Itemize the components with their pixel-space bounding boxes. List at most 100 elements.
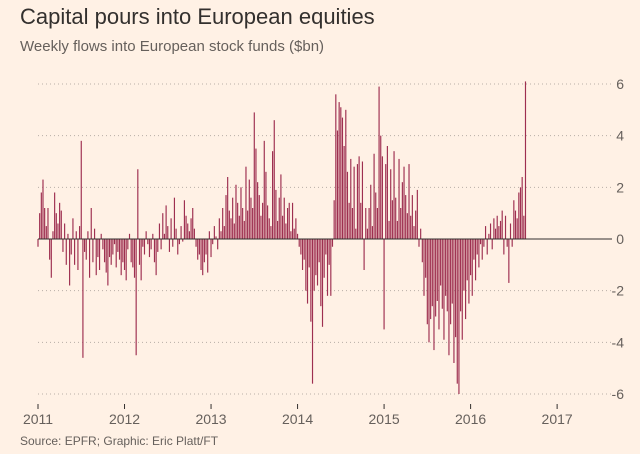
bar bbox=[508, 239, 510, 283]
bar bbox=[242, 208, 244, 239]
bar bbox=[72, 218, 74, 239]
bar bbox=[203, 239, 205, 263]
bar bbox=[65, 239, 67, 265]
bar bbox=[215, 236, 217, 239]
bar bbox=[286, 208, 289, 239]
bar bbox=[440, 239, 442, 286]
bar bbox=[353, 166, 355, 239]
bar bbox=[300, 239, 302, 255]
bar bbox=[190, 218, 192, 239]
x-tick-label: 2011 bbox=[23, 411, 53, 427]
bar bbox=[222, 208, 224, 239]
bar bbox=[39, 213, 41, 239]
bar bbox=[306, 239, 309, 304]
bar bbox=[47, 208, 49, 239]
bar bbox=[70, 239, 72, 255]
bar bbox=[120, 239, 122, 276]
bar bbox=[247, 210, 249, 239]
bar bbox=[401, 182, 403, 239]
bar bbox=[310, 239, 312, 322]
bar bbox=[426, 239, 428, 325]
bar bbox=[280, 174, 282, 239]
bar bbox=[252, 208, 254, 239]
bar bbox=[421, 239, 423, 263]
bar bbox=[428, 239, 430, 343]
bar bbox=[182, 239, 184, 242]
bar bbox=[112, 239, 114, 255]
bar bbox=[438, 239, 440, 330]
bar bbox=[263, 140, 265, 239]
bar bbox=[405, 195, 407, 239]
bar bbox=[499, 220, 502, 239]
bar bbox=[132, 239, 134, 268]
bar bbox=[79, 226, 81, 239]
bar bbox=[150, 239, 152, 250]
bar bbox=[248, 179, 250, 239]
bar bbox=[74, 239, 76, 265]
bar bbox=[318, 239, 320, 263]
bar bbox=[483, 239, 485, 247]
bar bbox=[97, 239, 99, 258]
bar bbox=[391, 200, 393, 239]
bar bbox=[207, 239, 209, 273]
bar bbox=[396, 220, 398, 239]
bar bbox=[92, 239, 94, 263]
bar bbox=[345, 109, 347, 239]
bar bbox=[237, 202, 239, 239]
x-tick-label: 2015 bbox=[369, 411, 400, 427]
bar bbox=[321, 239, 324, 327]
bar bbox=[260, 215, 262, 239]
bar bbox=[308, 239, 310, 268]
bar bbox=[162, 213, 164, 239]
bar bbox=[340, 107, 342, 239]
bar bbox=[466, 239, 468, 281]
bar bbox=[488, 233, 490, 239]
bar bbox=[288, 202, 290, 239]
bar bbox=[55, 213, 57, 239]
bar bbox=[82, 239, 84, 358]
bar bbox=[356, 164, 359, 239]
bar bbox=[501, 210, 503, 239]
bar bbox=[113, 239, 116, 245]
bar bbox=[291, 202, 294, 239]
bar bbox=[170, 218, 172, 239]
bar bbox=[108, 239, 111, 258]
bar bbox=[100, 233, 102, 239]
bar bbox=[193, 228, 195, 239]
bar bbox=[328, 239, 330, 265]
bar bbox=[223, 226, 225, 239]
bar bbox=[506, 239, 508, 247]
bar bbox=[180, 226, 182, 239]
bar bbox=[521, 177, 523, 239]
bar bbox=[257, 182, 259, 239]
bar bbox=[489, 223, 492, 239]
chart-title: Capital pours into European equities bbox=[20, 4, 375, 29]
bar bbox=[470, 239, 472, 276]
bar bbox=[123, 239, 126, 270]
bar bbox=[262, 202, 264, 239]
bar bbox=[278, 197, 280, 239]
bar bbox=[484, 226, 487, 239]
bar bbox=[403, 166, 405, 239]
bar bbox=[228, 210, 230, 239]
bar bbox=[463, 239, 465, 291]
bar bbox=[498, 226, 500, 239]
bar bbox=[503, 239, 505, 255]
bar bbox=[90, 208, 92, 239]
bar bbox=[313, 239, 315, 291]
bar bbox=[336, 130, 339, 239]
bar bbox=[225, 195, 227, 239]
bar bbox=[418, 239, 420, 247]
bar bbox=[331, 239, 334, 247]
bar bbox=[290, 231, 292, 239]
bar bbox=[110, 239, 112, 265]
bar bbox=[365, 208, 367, 239]
bar bbox=[518, 192, 520, 239]
bar bbox=[346, 171, 349, 239]
bar bbox=[413, 226, 415, 239]
x-tick-label: 2017 bbox=[542, 411, 573, 427]
bar bbox=[398, 158, 400, 239]
bar bbox=[408, 164, 410, 239]
